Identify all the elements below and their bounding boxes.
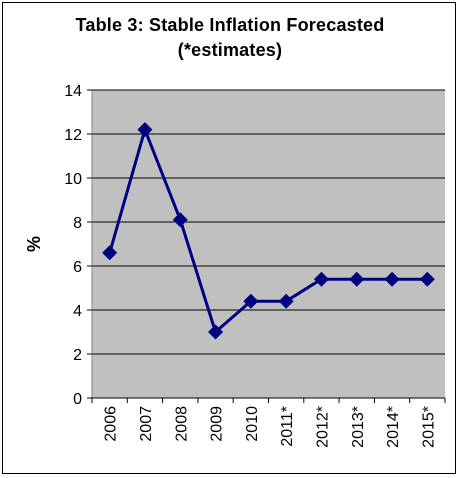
x-tick-label: 2007 [138, 406, 155, 442]
data-point-marker [102, 245, 118, 261]
y-tick-labels: 0 2 4 6 8 10 12 14 [64, 83, 92, 408]
data-point-marker [208, 324, 224, 340]
x-tick-label: 2010 [244, 406, 261, 442]
x-tick-label: 2014* [385, 406, 402, 448]
chart-title: Table 3: Stable Inflation Forecasted [75, 15, 385, 35]
x-tick-labels: 2006 2007 2008 2009 2010 2011* 2012* 2013* 2014*… [91, 398, 446, 448]
data-point-marker [172, 212, 188, 228]
gridlines [92, 89, 445, 355]
x-tick-label: 2009 [209, 406, 226, 442]
series-line [108, 128, 428, 334]
series [102, 122, 435, 340]
x-tick-label: 2008 [173, 406, 190, 442]
y-tick-label: 8 [73, 215, 82, 232]
x-tick-label: 2015* [420, 406, 437, 448]
x-tick-label: 2013* [350, 406, 367, 448]
y-tick-label: 14 [64, 83, 82, 100]
data-point-marker [384, 271, 400, 287]
data-point-marker [313, 271, 329, 287]
data-point-marker [419, 271, 435, 287]
chart-subtitle: (*estimates) [177, 40, 283, 60]
y-tick-label: 4 [73, 303, 82, 320]
y-tick-label: 10 [64, 171, 82, 188]
y-tick-label: 6 [73, 259, 82, 276]
y-tick-label: 12 [64, 127, 82, 144]
y-tick-label: 2 [73, 347, 82, 364]
data-point-marker [278, 293, 294, 309]
y-axis-label: % [24, 236, 44, 252]
data-point-marker [349, 271, 365, 287]
data-point-marker [137, 122, 153, 138]
x-tick-label: 2011* [279, 406, 296, 447]
x-tick-label: 2012* [314, 406, 331, 448]
x-tick-label: 2006 [103, 406, 120, 442]
data-point-marker [243, 293, 259, 309]
y-tick-label: 0 [73, 391, 82, 408]
